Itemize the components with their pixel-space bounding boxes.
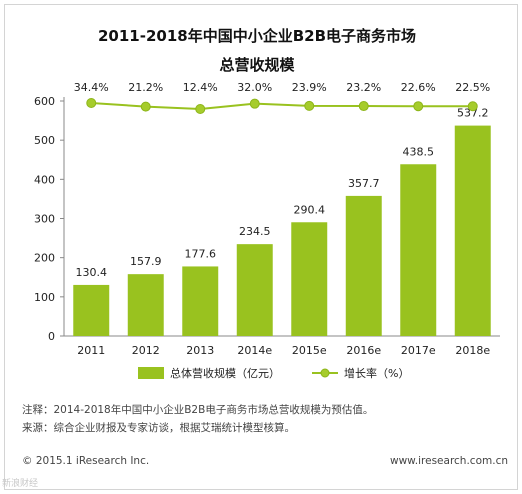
x-tick-label: 2018e	[455, 344, 490, 357]
x-tick-label: 2016e	[346, 344, 381, 357]
y-tick-label: 0	[48, 330, 55, 343]
bar-value-label: 234.5	[239, 225, 271, 238]
bar-2016e	[345, 195, 382, 336]
bar-2017e	[400, 164, 437, 336]
growth-rate-label: 34.4%	[74, 81, 109, 94]
bar-value-label: 537.2	[457, 107, 489, 120]
growth-rate-point	[358, 101, 369, 112]
bar-value-label: 130.4	[76, 266, 108, 279]
legend-bar-swatch	[138, 367, 164, 379]
growth-rate-point	[304, 100, 315, 111]
y-tick-label: 100	[34, 291, 55, 304]
x-tick-label: 2011	[77, 344, 105, 357]
y-tick-label: 500	[34, 134, 55, 147]
copyright-text: © 2015.1 iResearch Inc.	[22, 455, 150, 467]
growth-rate-point	[467, 101, 478, 112]
growth-rate-point	[413, 101, 424, 112]
bar-2018e	[454, 125, 491, 336]
legend-bar-label: 总体营收规模（亿元）	[170, 366, 280, 380]
bar-2015e	[291, 222, 328, 336]
bar-2011	[73, 284, 110, 336]
growth-rate-point	[86, 98, 97, 108]
bar-value-label: 438.5	[403, 145, 435, 158]
bar-2014e	[236, 244, 273, 336]
growth-rate-label: 21.2%	[128, 81, 163, 94]
growth-rate-line	[91, 102, 473, 111]
legend-line-marker	[320, 368, 330, 378]
watermark-text: 新浪财经	[2, 479, 39, 489]
growth-rate-point	[195, 104, 206, 114]
bar-value-label: 290.4	[294, 203, 326, 216]
growth-rate-point	[249, 98, 260, 109]
bar-value-label: 357.7	[348, 177, 380, 190]
website-text: www.iresearch.com.cn	[389, 455, 508, 467]
growth-rate-label: 23.9%	[292, 81, 327, 94]
bar-value-label: 157.9	[130, 255, 162, 268]
y-tick-label: 300	[34, 213, 55, 226]
chart-title-line-2: 总营收规模	[219, 56, 295, 74]
growth-rate-label: 22.6%	[401, 81, 436, 94]
y-tick-label: 200	[34, 252, 55, 265]
y-tick-label: 600	[34, 95, 55, 108]
growth-rate-point	[140, 101, 151, 112]
bar-value-label: 177.6	[185, 247, 217, 260]
source-text: 来源：综合企业财报及专家访谈，根据艾瑞统计模型核算。	[22, 422, 295, 434]
chart-title-line-1: 2011-2018年中国中小企业B2B电子商务市场	[97, 27, 417, 45]
bar-2013	[182, 266, 219, 336]
x-tick-label: 2017e	[401, 344, 436, 357]
growth-rate-label: 12.4%	[183, 81, 218, 94]
growth-rate-label: 22.5%	[455, 81, 490, 94]
bar-2012	[127, 274, 164, 336]
x-tick-label: 2012	[132, 344, 160, 357]
y-tick-label: 400	[34, 173, 55, 186]
legend-line-label: 增长率（%）	[344, 366, 409, 380]
x-tick-label: 2014e	[237, 344, 272, 357]
x-tick-label: 2013	[186, 344, 214, 357]
x-tick-label: 2015e	[292, 344, 327, 357]
note-text: 注释：2014-2018年中国中小企业B2B电子商务市场总营收规模为预估值。	[22, 404, 374, 416]
chart-notes: 注释：2014-2018年中国中小企业B2B电子商务市场总营收规模为预估值。 来…	[22, 401, 373, 437]
growth-rate-label: 32.0%	[237, 81, 272, 94]
growth-rate-label: 23.2%	[346, 81, 381, 94]
